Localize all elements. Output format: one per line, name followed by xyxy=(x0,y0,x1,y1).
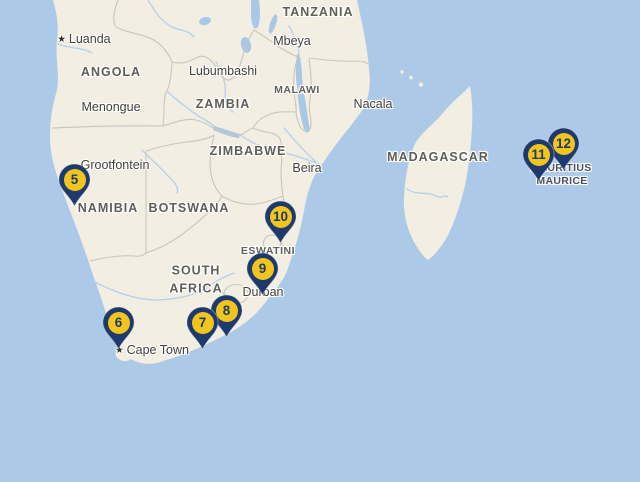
map-marker-11[interactable]: 11 xyxy=(520,138,557,182)
pin-number: 10 xyxy=(269,205,292,228)
map-marker-10[interactable]: 10 xyxy=(262,200,299,244)
pin-number: 8 xyxy=(215,299,238,322)
pin-number: 7 xyxy=(191,311,214,334)
lakes xyxy=(199,0,310,138)
pin-number: 9 xyxy=(251,257,274,280)
pin-number: 11 xyxy=(527,143,550,166)
map-marker-6[interactable]: 6 xyxy=(100,306,137,350)
map-marker-12[interactable]: 12 xyxy=(545,127,582,171)
pin-number: 12 xyxy=(552,132,575,155)
pin-number: 5 xyxy=(63,168,86,191)
rivers xyxy=(57,0,449,301)
comoros-islands xyxy=(400,70,424,87)
map-marker-7[interactable]: 7 xyxy=(184,306,221,350)
africa-landmass xyxy=(50,0,370,364)
madagascar-island xyxy=(403,86,473,260)
map-marker-5[interactable]: 5 xyxy=(56,163,93,207)
map-marker-9[interactable]: 9 xyxy=(244,252,281,296)
pin-number: 6 xyxy=(107,311,130,334)
